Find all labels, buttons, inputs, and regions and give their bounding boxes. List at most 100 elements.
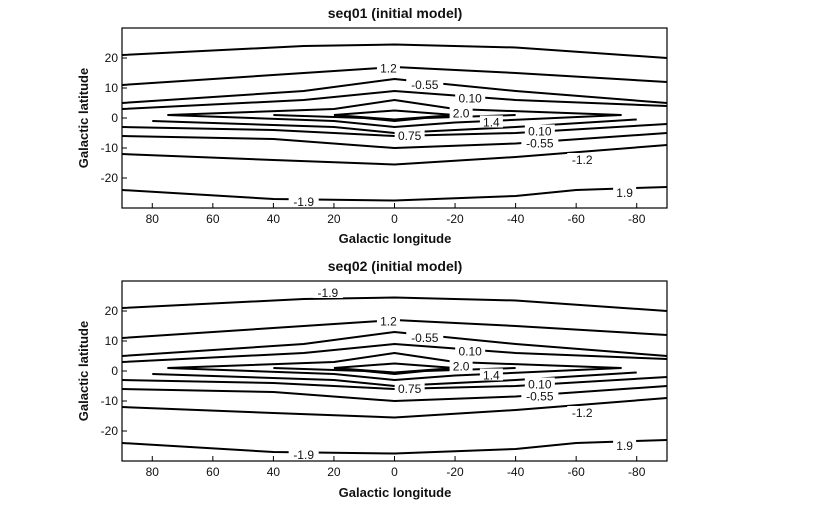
- y-tick-label: -10: [101, 394, 119, 408]
- y-tick-label: 10: [105, 81, 119, 95]
- contour-label-background: [312, 286, 343, 298]
- x-axis-label: Galactic longitude: [339, 231, 452, 246]
- contour-label-background: [449, 359, 473, 372]
- contour-label-background: [455, 91, 486, 104]
- y-tick-label: 20: [105, 51, 119, 65]
- contour-line: [167, 99, 622, 116]
- contour-label: -0.55: [526, 137, 554, 151]
- contour-label-background: [376, 314, 400, 327]
- x-tick-label: -20: [446, 465, 464, 479]
- contour-label-group: 1.2-0.550.102.01.40.100.75-0.55-1.2-1.91…: [288, 61, 637, 209]
- y-tick-label: 20: [105, 304, 119, 318]
- y-tick-label: -10: [101, 141, 119, 155]
- y-tick-label: 0: [111, 364, 118, 378]
- x-tick-label: 80: [146, 465, 160, 479]
- y-tick-group: 20 10 0 -10 -20: [101, 304, 127, 438]
- contour-label-background: [567, 153, 598, 165]
- contour-label: 1.2: [380, 62, 397, 76]
- contour-line: [121, 439, 668, 455]
- contour-label-group: -1.91.2-0.550.102.01.40.100.75-0.55-1.2-…: [288, 286, 637, 462]
- contour-label-background: [406, 78, 444, 90]
- plot-frame: [121, 27, 668, 209]
- contour-line: [121, 186, 668, 202]
- x-tick-label: -40: [507, 465, 525, 479]
- contour-line: [167, 352, 622, 369]
- contour-label-background: [613, 186, 637, 198]
- x-tick-label: 40: [267, 465, 281, 479]
- y-tick-label: 0: [111, 111, 118, 125]
- x-tick-label: 60: [206, 212, 220, 226]
- contour-line: [167, 367, 622, 381]
- contour-label: 1.4: [483, 116, 500, 130]
- contour-line: [152, 118, 637, 134]
- contour-label: 0.10: [459, 92, 483, 106]
- x-tick-label: -60: [567, 465, 585, 479]
- contour-line: [152, 371, 637, 387]
- contour-label-background: [449, 106, 473, 119]
- contour-line: [167, 114, 622, 128]
- contour-label-background: [567, 406, 598, 418]
- contour-label-background: [455, 344, 486, 357]
- contour-label-background: [524, 377, 555, 390]
- contour-label: -1.2: [572, 153, 593, 167]
- contour-line: [121, 43, 668, 59]
- contour-label-background: [406, 331, 444, 343]
- x-axis-label: Galactic longitude: [339, 485, 452, 500]
- x-tick-group: 80 60 40 20 0 -20 -40 -60 -80: [146, 456, 646, 479]
- contour-label-background: [376, 61, 400, 74]
- contour-label: -1.9: [293, 195, 314, 209]
- x-tick-label: 20: [327, 465, 341, 479]
- contour-label: -0.55: [411, 78, 439, 92]
- contour-label: 1.2: [380, 315, 397, 329]
- contour-label-background: [521, 136, 559, 149]
- y-tick-group: 20 10 0 -10 -20: [101, 51, 127, 185]
- contour-label: 0.75: [398, 382, 422, 396]
- plot-frame: [121, 280, 668, 462]
- contour-label-background: [524, 124, 555, 137]
- contour-label: -1.2: [572, 406, 593, 420]
- y-axis-label: Galactic latitude: [76, 68, 91, 168]
- contour-label: -1.9: [293, 448, 314, 462]
- x-tick-label: 0: [391, 212, 398, 226]
- contour-line: [121, 90, 668, 110]
- contour-label-background: [394, 382, 425, 394]
- contour-label-background: [394, 129, 425, 141]
- contour-label: -0.55: [526, 390, 554, 404]
- contour-group: [121, 296, 668, 455]
- y-axis-label: Galactic latitude: [76, 321, 91, 421]
- contour-line: [121, 123, 668, 137]
- contour-label: 1.4: [483, 369, 500, 383]
- x-tick-label: 40: [267, 212, 281, 226]
- contour-line: [121, 78, 668, 104]
- x-tick-label: -20: [446, 212, 464, 226]
- contour-line: [121, 331, 668, 357]
- contour-label-background: [521, 389, 559, 402]
- y-tick-label: 10: [105, 334, 119, 348]
- contour-line: [121, 132, 668, 149]
- contour-label-background: [288, 195, 319, 207]
- contour-label: 1.9: [616, 186, 633, 200]
- contour-label: 0.10: [459, 345, 483, 359]
- contour-line: [121, 397, 668, 419]
- x-tick-label: 80: [146, 212, 160, 226]
- contour-label: 2.0: [453, 360, 470, 374]
- contour-label: 0.10: [528, 378, 552, 392]
- contour-label: 0.10: [528, 125, 552, 139]
- panel-title: seq02 (initial model): [328, 258, 463, 274]
- x-tick-label: 0: [391, 465, 398, 479]
- contour-line: [121, 144, 668, 166]
- contour-label: -0.55: [411, 331, 439, 345]
- contour-line: [121, 343, 668, 363]
- contour-line: [121, 385, 668, 402]
- y-tick-label: -20: [101, 171, 119, 185]
- contour-label: -1.9: [318, 286, 339, 300]
- panel-title: seq01 (initial model): [328, 5, 463, 21]
- contour-label-background: [288, 448, 319, 460]
- x-tick-label: 20: [327, 212, 341, 226]
- contour-line: [121, 376, 668, 390]
- x-tick-label: -60: [567, 212, 585, 226]
- y-tick-label: -20: [101, 424, 119, 438]
- x-tick-label: 60: [206, 465, 220, 479]
- contour-group: [121, 43, 668, 202]
